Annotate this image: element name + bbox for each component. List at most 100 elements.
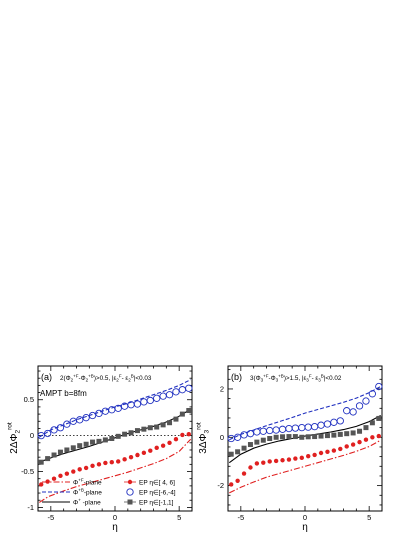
point-ep-forward	[135, 452, 140, 458]
point-ep-backward	[140, 398, 148, 406]
point-ep-forward	[148, 448, 153, 453]
point-ep-mid	[357, 428, 363, 434]
point-ep-mid	[254, 439, 260, 445]
point-ep-forward	[293, 456, 298, 461]
point-ep-mid	[337, 431, 343, 437]
point-ep-forward	[248, 465, 253, 470]
y-tick-label: 2	[220, 384, 224, 393]
legend-marker-ep-backward	[126, 488, 134, 496]
point-ep-mid	[228, 451, 234, 457]
point-ep-backward	[362, 397, 370, 405]
point-ep-mid	[102, 437, 108, 443]
panel-a-data	[37, 379, 193, 503]
point-ep-mid	[45, 456, 51, 462]
point-ep-mid	[38, 459, 44, 465]
panel-b-label: (b)	[231, 372, 242, 382]
point-ep-forward	[180, 432, 185, 438]
point-ep-backward	[146, 396, 154, 405]
point-ep-mid	[292, 434, 298, 440]
point-ep-backward	[330, 418, 338, 426]
panel-b-frame	[227, 365, 383, 512]
x-tick-label: 0	[303, 513, 307, 522]
point-ep-forward	[167, 440, 172, 446]
point-ep-forward	[318, 450, 324, 456]
point-ep-mid	[147, 425, 153, 431]
point-ep-backward	[172, 388, 180, 396]
point-ep-forward	[83, 465, 89, 471]
point-ep-mid	[267, 436, 273, 441]
panel-b-xlabel: η	[302, 522, 308, 533]
point-ep-forward	[186, 431, 191, 437]
point-ep-mid	[186, 408, 192, 414]
point-ep-mid	[109, 436, 115, 441]
point-ep-forward	[261, 460, 266, 465]
point-ep-forward	[58, 473, 63, 479]
point-ep-mid	[376, 415, 382, 421]
point-ep-backward	[95, 409, 103, 418]
point-ep-backward	[375, 382, 383, 391]
point-ep-forward	[154, 445, 159, 451]
panel-b-ylabel: 3ΔΦ3rot	[196, 422, 211, 454]
point-ep-mid	[286, 434, 292, 440]
y-tick-label: 0	[30, 431, 34, 440]
point-ep-mid	[235, 449, 241, 455]
y-tick-label: -1	[27, 503, 34, 512]
legend-label-ep-backward: EP η∈[-6,-4]	[139, 490, 176, 497]
x-tick-label: -5	[237, 513, 244, 522]
point-ep-mid	[173, 416, 179, 422]
point-ep-forward	[350, 442, 356, 447]
series-line	[228, 415, 381, 464]
x-tick-label: 0	[113, 513, 117, 522]
point-ep-mid	[51, 452, 57, 458]
point-ep-mid	[318, 433, 324, 439]
panel-a-label: (a)	[41, 372, 52, 382]
point-ep-forward	[273, 458, 279, 464]
point-ep-forward	[116, 459, 121, 464]
point-ep-mid	[160, 422, 166, 428]
series-line	[229, 439, 381, 494]
point-ep-forward	[141, 450, 147, 456]
panel-a-legend: Φ+F-plane EP η∈[ 4, 6] Φ+B-plane EP η∈[-…	[42, 478, 176, 507]
panel-a: -5 0 5 -1 -0.5 0 0.5 (a) 2(Φ2+F-Φ2+B)>0.5, |ε2…	[7, 365, 193, 533]
point-ep-forward	[241, 471, 247, 476]
x-tick-label: 5	[367, 513, 371, 522]
legend-label-phiB: Φ+B-plane	[73, 488, 102, 497]
y-tick-label: 0	[220, 433, 224, 442]
point-ep-backward	[50, 426, 58, 434]
point-ep-mid	[77, 443, 83, 449]
series-line	[39, 438, 192, 503]
point-ep-mid	[115, 433, 121, 439]
point-ep-backward	[246, 430, 255, 438]
point-ep-mid	[90, 439, 96, 445]
point-ep-backward	[88, 411, 97, 420]
point-ep-mid	[134, 428, 140, 434]
legend-label-phiF: Φ+F-plane	[73, 478, 102, 487]
point-ep-backward	[159, 392, 167, 400]
point-ep-mid	[305, 434, 311, 440]
y-tick-label: -0.5	[21, 467, 34, 476]
point-ep-mid	[363, 425, 369, 431]
panel-b: -5 0 5 -2 0 2 (b) 3(Φ3+F-Φ3+B)>1.5, |ε3F- ε3B…	[196, 365, 383, 533]
y-tick-label: -2	[217, 481, 224, 490]
panel-a-xlabel: η	[112, 522, 118, 533]
point-ep-mid	[273, 434, 279, 440]
point-ep-backward	[56, 424, 65, 432]
point-ep-backward	[310, 423, 319, 431]
point-ep-mid	[369, 420, 375, 426]
panel-a-header: 2(Φ2+F-Φ2+B)>0.5, |ε2F- ε2B|<0.03	[60, 374, 152, 383]
point-ep-forward	[109, 459, 114, 465]
point-ep-mid	[96, 438, 102, 444]
point-ep-forward	[376, 433, 381, 439]
point-ep-backward	[272, 426, 280, 434]
point-ep-forward	[51, 476, 57, 481]
point-ep-backward	[37, 431, 45, 440]
legend-label-ep-forward: EP η∈[ 4, 6]	[139, 480, 175, 487]
point-ep-forward	[229, 482, 234, 487]
point-ep-forward	[235, 478, 240, 483]
point-ep-mid	[312, 434, 318, 440]
point-ep-mid	[167, 420, 173, 426]
point-ep-backward	[178, 386, 187, 394]
point-ep-mid	[179, 411, 185, 417]
point-ep-mid	[141, 426, 147, 432]
